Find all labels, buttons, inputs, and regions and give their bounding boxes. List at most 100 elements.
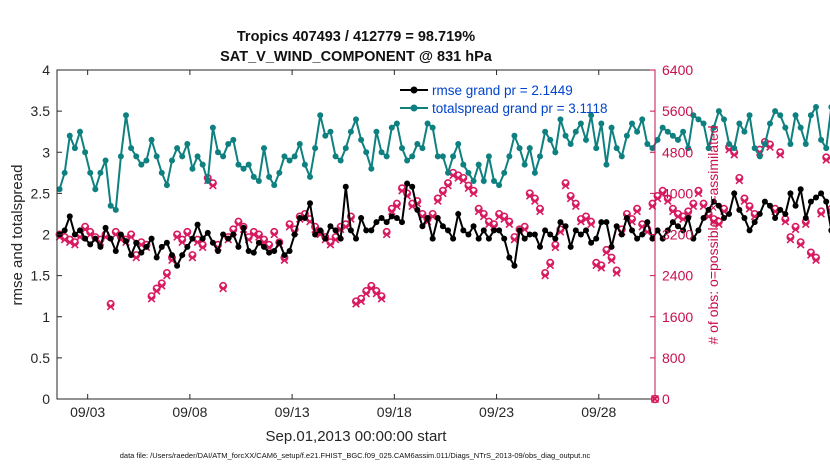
- rmse-point: [388, 213, 395, 220]
- obs-assimilated-point: [658, 189, 667, 198]
- totalspread-point: [322, 132, 329, 139]
- rmse-point: [424, 215, 431, 222]
- totalspread-point: [424, 120, 431, 127]
- totalspread-point: [307, 173, 313, 180]
- obs-assimilated-point: [183, 230, 192, 239]
- totalspread-point: [271, 182, 278, 189]
- totalspread-point: [526, 145, 533, 152]
- rmse-point: [736, 206, 743, 213]
- rmse-point: [608, 243, 615, 250]
- rmse-point: [92, 235, 99, 242]
- obs-assimilated-point: [163, 271, 171, 280]
- rmse-point: [669, 219, 676, 226]
- rmse-point: [465, 231, 472, 238]
- rmse-point: [516, 227, 523, 234]
- rmse-point: [429, 235, 436, 242]
- totalspread-point: [485, 153, 492, 160]
- rmse-point: [312, 231, 319, 238]
- rmse-point: [250, 249, 257, 256]
- totalspread-point: [179, 153, 186, 160]
- legend-label-rmse: rmse grand pr = 2.1449: [432, 83, 573, 98]
- totalspread-point: [787, 141, 794, 148]
- rmse-point: [158, 243, 165, 250]
- rmse-point: [281, 252, 288, 259]
- obs-assimilated-point: [331, 235, 340, 244]
- rmse-point: [531, 231, 538, 238]
- rmse-point: [445, 227, 451, 234]
- rmse-point: [761, 198, 768, 205]
- rmse-point: [179, 252, 186, 259]
- rmse-point: [603, 219, 610, 226]
- totalspread-series-line: [58, 104, 830, 212]
- rmse-point: [562, 223, 569, 230]
- rmse-point: [220, 231, 227, 238]
- totalspread-point: [419, 145, 426, 152]
- totalspread-point: [603, 161, 610, 168]
- totalspread-point: [342, 145, 349, 152]
- totalspread-point: [240, 165, 247, 172]
- obs-assimilated-point: [188, 253, 197, 262]
- totalspread-point: [588, 112, 595, 119]
- totalspread-point: [148, 136, 155, 143]
- totalspread-point: [751, 145, 758, 152]
- totalspread-point: [664, 128, 671, 135]
- x-tick-label: 09/03: [70, 404, 105, 420]
- totalspread-point: [158, 169, 165, 176]
- totalspread-point: [255, 178, 262, 185]
- obs-assimilated-point: [786, 235, 795, 244]
- totalspread-point: [409, 153, 416, 160]
- totalspread-point: [649, 145, 656, 152]
- rmse-point: [209, 239, 216, 246]
- legend-marker-rmse: [410, 86, 418, 94]
- y-right-tick-label: 0: [662, 391, 670, 407]
- totalspread-point: [209, 124, 216, 131]
- totalspread-point: [291, 153, 298, 160]
- rmse-point: [782, 210, 789, 217]
- y-tick-label: 1.5: [31, 268, 51, 284]
- totalspread-point: [281, 153, 288, 160]
- obs-assimilated-point: [781, 217, 790, 226]
- obs-assimilated-point: [607, 256, 616, 265]
- obs-assimilated-point: [393, 202, 401, 211]
- obs-assimilated-point: [694, 189, 703, 198]
- rmse-point: [767, 202, 773, 209]
- rmse-point: [475, 235, 482, 242]
- rmse-point: [695, 227, 702, 234]
- totalspread-point: [511, 132, 518, 139]
- rmse-point: [751, 219, 758, 226]
- rmse-point: [797, 186, 804, 193]
- rmse-point: [332, 227, 339, 234]
- totalspread-point: [623, 132, 630, 139]
- totalspread-point: [250, 173, 257, 180]
- rmse-point: [613, 223, 620, 230]
- totalspread-point: [659, 124, 666, 131]
- obs-assimilated-point: [249, 230, 258, 239]
- totalspread-point: [230, 136, 237, 143]
- rmse-point: [353, 235, 359, 242]
- rmse-point: [552, 235, 559, 242]
- rmse-point: [286, 247, 293, 254]
- obs-assimilated-point: [357, 297, 365, 306]
- rmse-point: [128, 252, 135, 259]
- totalspread-point: [143, 157, 150, 164]
- totalspread-point: [434, 153, 441, 160]
- totalspread-point: [204, 178, 211, 185]
- rmse-point: [322, 235, 329, 242]
- totalspread-point: [767, 120, 773, 127]
- totalspread-point: [705, 145, 712, 152]
- obs-assimilated-point: [740, 197, 749, 205]
- totalspread-point: [414, 141, 421, 148]
- y-tick-label: 3.5: [31, 103, 51, 119]
- y-right-tick-label: 4800: [662, 144, 693, 160]
- totalspread-point: [777, 112, 784, 119]
- obs-assimilated-point: [454, 174, 463, 182]
- rmse-point: [404, 180, 411, 187]
- totalspread-point: [577, 120, 584, 127]
- rmse-point: [654, 227, 661, 234]
- rmse-point: [261, 243, 267, 250]
- totalspread-point: [552, 149, 559, 156]
- totalspread-point: [731, 145, 738, 152]
- totalspread-point: [715, 108, 722, 115]
- rmse-point: [245, 247, 252, 254]
